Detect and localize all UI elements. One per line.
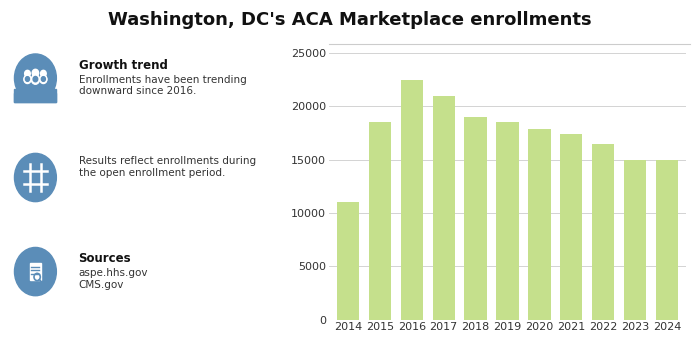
- Text: aspe.hhs.gov
CMS.gov: aspe.hhs.gov CMS.gov: [78, 268, 148, 290]
- Text: insurance: insurance: [23, 322, 60, 331]
- Bar: [496, 122, 519, 320]
- Bar: [528, 129, 550, 320]
- Text: Sources: Sources: [78, 252, 131, 265]
- Circle shape: [15, 247, 57, 296]
- Bar: [337, 202, 359, 320]
- Circle shape: [24, 75, 31, 83]
- Circle shape: [41, 70, 46, 77]
- Bar: [400, 80, 423, 320]
- Bar: [433, 96, 455, 320]
- Circle shape: [15, 153, 57, 202]
- Circle shape: [40, 76, 47, 83]
- Circle shape: [32, 69, 38, 77]
- Circle shape: [40, 75, 47, 83]
- Text: Washington, DC's ACA Marketplace enrollments: Washington, DC's ACA Marketplace enrollm…: [108, 11, 592, 29]
- Text: Enrollments have been trending
downward since 2016.: Enrollments have been trending downward …: [78, 75, 246, 96]
- Bar: [592, 144, 615, 320]
- Circle shape: [32, 75, 39, 84]
- Circle shape: [25, 77, 29, 82]
- Circle shape: [24, 76, 31, 83]
- Text: health: health: [24, 308, 60, 318]
- Circle shape: [25, 77, 29, 81]
- Circle shape: [32, 75, 39, 84]
- Bar: [465, 117, 486, 320]
- Bar: [369, 122, 391, 320]
- Circle shape: [41, 77, 46, 82]
- Bar: [624, 160, 646, 320]
- Circle shape: [33, 76, 38, 82]
- Text: Results reflect enrollments during
the open enrollment period.: Results reflect enrollments during the o…: [78, 156, 256, 178]
- Bar: [560, 134, 582, 320]
- Bar: [29, 263, 41, 280]
- Text: .org™: .org™: [26, 333, 57, 343]
- Bar: [15, 93, 57, 102]
- Circle shape: [41, 77, 46, 81]
- Circle shape: [33, 77, 38, 82]
- Bar: [656, 160, 678, 320]
- Circle shape: [25, 70, 30, 77]
- Circle shape: [15, 54, 57, 102]
- Text: Growth trend: Growth trend: [78, 59, 167, 72]
- Bar: [15, 89, 57, 102]
